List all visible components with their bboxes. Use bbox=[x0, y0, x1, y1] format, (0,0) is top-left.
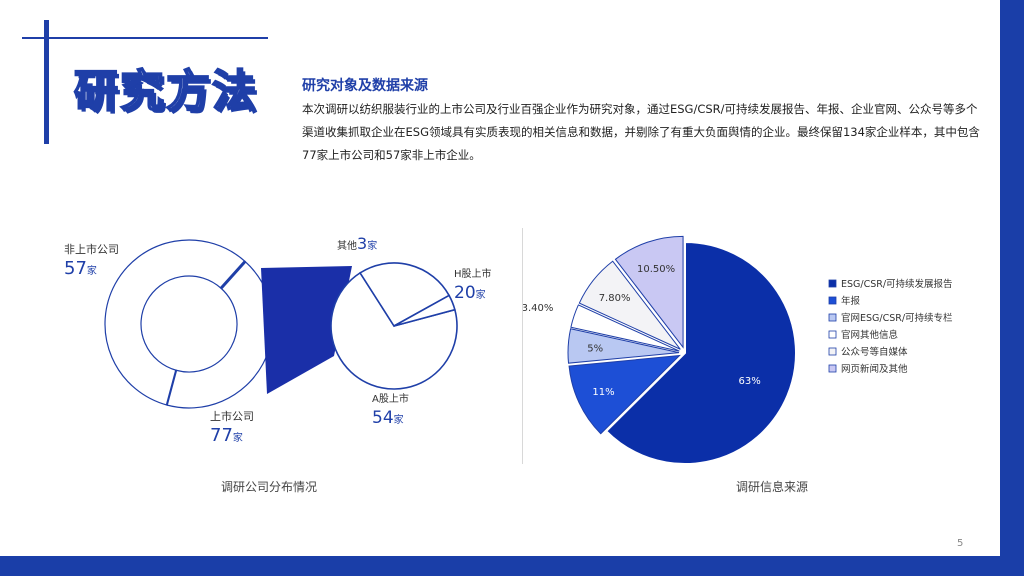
slice-wechat-media bbox=[578, 260, 681, 350]
company-distribution-chart: 非上市公司 57家 上市公司 77家 其他3家 H股上市 20家 A股上市 54… bbox=[64, 234, 492, 446]
source-data-labels: 63% 11% 5% 3.40% 7.80% 10.50% bbox=[523, 264, 761, 398]
chart-divider bbox=[522, 228, 523, 464]
slice-annual-report bbox=[568, 354, 681, 435]
legend-label-annual-report: 年报 bbox=[841, 295, 861, 307]
info-source-chart: 63% 11% 5% 3.40% 7.80% 10.50% ESG/CSR/可持续发展报告… bbox=[523, 235, 953, 465]
data-label-annual-report: 11% bbox=[592, 387, 614, 398]
bottom-accent-bar bbox=[0, 556, 1024, 576]
label-other-unit: 家 bbox=[367, 239, 377, 252]
ring-segment-listed bbox=[104, 239, 246, 406]
data-label-web-news: 10.50% bbox=[637, 264, 675, 275]
page-title: 研究方法 bbox=[73, 65, 258, 118]
legend-label-website-esg: 官网ESG/CSR/可持续专栏 bbox=[841, 312, 953, 324]
section-body: 本次调研以纺织服装行业的上市公司及行业百强企业作为研究对象，通过ESG/CSR/… bbox=[302, 102, 980, 162]
label-listed-value: 77家 bbox=[210, 425, 243, 446]
chart1-caption: 调研公司分布情况 bbox=[221, 480, 318, 494]
label-ashare-unit: 家 bbox=[394, 413, 404, 426]
legend-swatch-web-news bbox=[828, 364, 837, 373]
label-ashare-name: A股上市 bbox=[372, 392, 409, 405]
title-deco-vertical-line bbox=[44, 20, 49, 144]
label-other-value: 其他3家 bbox=[337, 234, 377, 253]
legend-swatch-annual-report bbox=[828, 296, 837, 305]
label-unlisted-value: 57家 bbox=[64, 258, 97, 279]
label-other-number: 3 bbox=[357, 234, 367, 253]
ring-segment-gap bbox=[219, 260, 247, 290]
label-other-name: 其他 bbox=[337, 239, 357, 252]
page-number: 5 bbox=[957, 538, 964, 549]
legend-label-web-news: 网页新闻及其他 bbox=[841, 363, 908, 375]
label-unlisted-name: 非上市公司 bbox=[64, 242, 119, 256]
label-hshare-number: 20 bbox=[454, 283, 476, 303]
chart2-caption: 调研信息来源 bbox=[736, 480, 809, 494]
connector-wedge bbox=[261, 266, 352, 394]
legend-swatch-website-esg bbox=[828, 313, 837, 322]
label-unlisted-number: 57 bbox=[64, 258, 87, 279]
label-hshare-name: H股上市 bbox=[454, 267, 492, 280]
title-deco-horizontal-line bbox=[22, 37, 268, 39]
legend-swatch-esg-report bbox=[828, 279, 837, 288]
data-label-website-other: 3.40% bbox=[523, 303, 553, 314]
section-heading: 研究对象及数据来源 bbox=[302, 78, 428, 94]
data-label-esg-report: 63% bbox=[739, 376, 761, 387]
slice-website-esg bbox=[567, 328, 680, 364]
label-unlisted-unit: 家 bbox=[87, 264, 97, 277]
detail-slice-ashare bbox=[330, 271, 458, 390]
label-listed-unit: 家 bbox=[233, 431, 243, 444]
label-listed-number: 77 bbox=[210, 425, 233, 446]
source-pie bbox=[567, 235, 797, 465]
legend-label-wechat-media: 公众号等自媒体 bbox=[841, 346, 908, 358]
slice-website-other bbox=[570, 304, 680, 352]
data-label-wechat-media: 7.80% bbox=[599, 293, 631, 304]
label-hshare-unit: 家 bbox=[476, 288, 486, 301]
legend-label-website-other: 官网其他信息 bbox=[841, 329, 898, 341]
outer-ring bbox=[104, 239, 274, 409]
label-ashare-value: 54家 bbox=[372, 408, 404, 428]
source-legend: ESG/CSR/可持续发展报告年报官网ESG/CSR/可持续专栏官网其他信息公众… bbox=[828, 278, 953, 375]
detail-pie bbox=[330, 262, 458, 390]
label-ashare-number: 54 bbox=[372, 408, 394, 428]
detail-slice-other bbox=[393, 294, 456, 327]
slice-web-news bbox=[614, 235, 684, 349]
label-listed-name: 上市公司 bbox=[210, 409, 254, 423]
slice-esg-report bbox=[604, 240, 797, 465]
detail-slice-hshare bbox=[359, 262, 451, 328]
legend-label-esg-report: ESG/CSR/可持续发展报告 bbox=[841, 278, 953, 290]
data-label-website-esg: 5% bbox=[587, 344, 603, 355]
legend-swatch-website-other bbox=[828, 330, 837, 339]
right-accent-bar bbox=[1000, 0, 1024, 576]
label-hshare-value: 20家 bbox=[454, 283, 486, 303]
legend-swatch-wechat-media bbox=[828, 347, 837, 356]
